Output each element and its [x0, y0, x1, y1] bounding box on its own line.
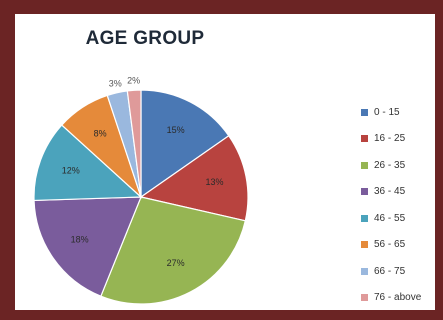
pie-slice-label-2: 13%: [205, 177, 223, 187]
legend-swatch: [361, 161, 368, 169]
chart-panel: AGE GROUP 15% 13% 27% 18% 12% 8% 3% 2% 0 - 15 16…: [15, 14, 435, 310]
legend-swatch: [361, 241, 368, 249]
pie-slice-3: [100, 196, 247, 305]
legend-label: 0 - 15: [374, 106, 400, 118]
legend-label: 76 - above: [374, 292, 422, 304]
legend-item: 26 - 35: [361, 152, 421, 179]
pie-slice-label-4: 18%: [71, 234, 89, 244]
legend-label: 46 - 55: [374, 212, 406, 224]
chart-legend: 0 - 15 16 - 25 26 - 35 36 - 45 46 - 55 56 - 6…: [361, 99, 421, 311]
pie-slice-label-8: 2%: [127, 76, 140, 86]
legend-label: 56 - 65: [374, 239, 406, 251]
legend-item: 16 - 25: [361, 126, 421, 153]
pie-slice-1: [140, 89, 230, 199]
pie-slice-label-1: 15%: [167, 125, 185, 135]
pie-slice-8: [126, 89, 142, 198]
legend-swatch: [361, 294, 368, 302]
pie-slice-label-7: 3%: [109, 78, 122, 88]
legend-item: 66 - 75: [361, 258, 421, 285]
legend-label: 16 - 25: [374, 133, 406, 145]
legend-item: 46 - 55: [361, 205, 421, 232]
pie-slice-label-6: 8%: [94, 129, 107, 139]
legend-swatch: [361, 188, 368, 196]
pie-slice-2: [139, 134, 249, 222]
legend-label: 36 - 45: [374, 186, 406, 198]
pie-slice-5: [33, 124, 143, 202]
pie-slice-label-3: 27%: [167, 258, 185, 268]
legend-label: 26 - 35: [374, 159, 406, 171]
legend-swatch: [361, 108, 368, 116]
legend-swatch: [361, 135, 368, 143]
chart-title: AGE GROUP: [85, 28, 205, 49]
legend-label: 66 - 75: [374, 265, 406, 277]
pie-slice-4: [33, 196, 142, 297]
legend-item: 76 - above: [361, 285, 421, 312]
legend-item: 0 - 15: [361, 99, 421, 126]
legend-swatch: [361, 214, 368, 222]
legend-item: 36 - 45: [361, 179, 421, 206]
pie-slice-label-5: 12%: [62, 165, 80, 175]
legend-swatch: [361, 267, 368, 275]
pie-chart: 15% 13% 27% 18% 12% 8% 3% 2%: [33, 76, 249, 305]
legend-item: 56 - 65: [361, 232, 421, 259]
